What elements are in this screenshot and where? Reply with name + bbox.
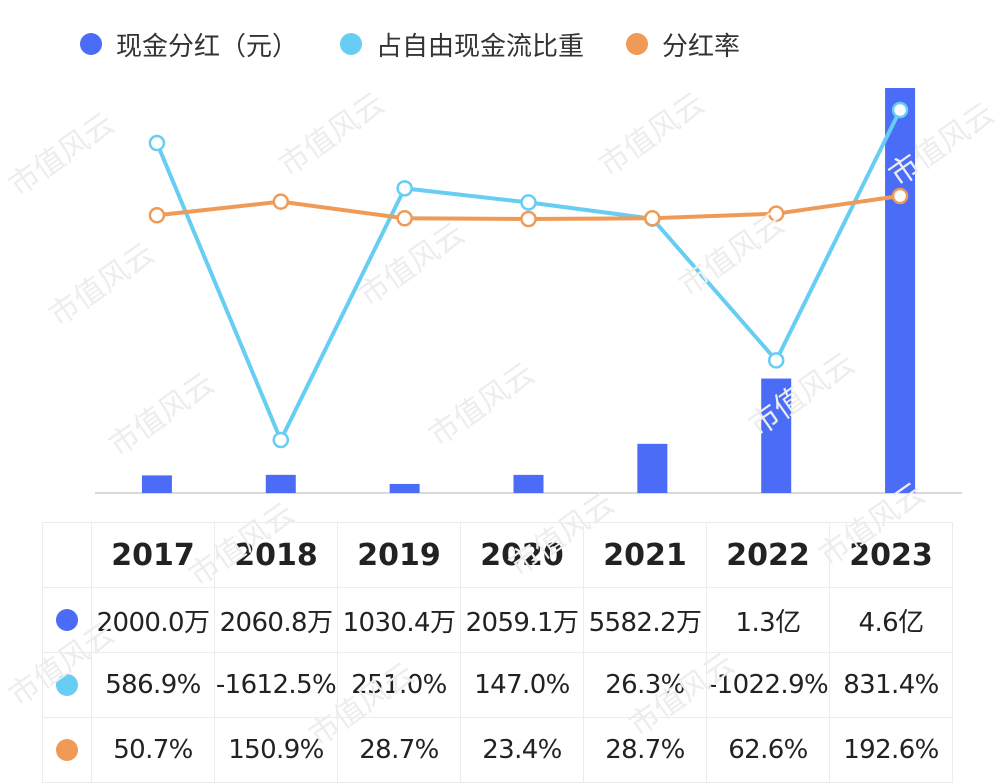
dividend-cell: 2000.0万 [91,587,215,653]
point-payout-ratio [767,205,785,222]
table-row-dividend: 2000.0万 2060.8万 1030.4万 2059.1万 5582.2万 … [42,587,953,653]
bar-dividend [513,474,544,493]
fcf-ratio-cell: 147.0% [460,652,584,718]
point-fcf-ratio [520,194,537,211]
year-header: 2021 [583,522,707,588]
legend-swatch-dividend [80,33,102,55]
row-marker-dividend [56,609,78,631]
payout-ratio-cell: 62.6% [706,717,830,783]
year-header: 2019 [337,522,461,588]
fcf-ratio-cell: -1022.9% [706,652,830,718]
legend-label-fcf-ratio: 占自由现金流比重 [376,31,585,62]
fcf-ratio-cell: 251.0% [337,652,461,718]
point-payout-ratio [396,210,413,227]
payout-ratio-cell: 50.7% [91,717,215,783]
dividend-cell: 2060.8万 [214,587,338,653]
point-payout-ratio [148,207,166,224]
legend-item-dividend: 现金分红（元） [80,26,298,63]
row-marker-cell [42,652,92,718]
bar-dividend [265,474,296,493]
bar-dividend [885,88,916,493]
point-fcf-ratio [891,101,909,119]
legend-label-dividend: 现金分红（元） [116,31,299,62]
legend-label-payout-ratio: 分红率 [662,31,741,62]
payout-ratio-cell: 23.4% [460,717,584,783]
dividend-cell: 5582.2万 [583,587,707,653]
table-corner-cell [42,522,92,588]
dividend-cell: 1.3亿 [706,587,830,653]
point-payout-ratio [891,187,909,205]
payout-ratio-cell: 150.9% [214,717,338,783]
bar-dividend [637,443,668,493]
dividend-cell: 4.6亿 [829,587,953,653]
fcf-ratio-cell: 586.9% [91,652,215,718]
data-table: 2017 2018 2019 2020 2021 2022 2023 2000.… [42,522,953,783]
point-fcf-ratio [396,180,413,197]
row-marker-fcf-ratio [56,674,78,696]
row-marker-cell [42,587,92,653]
table-row-payout-ratio: 50.7% 150.9% 28.7% 23.4% 28.7% 62.6% 192… [42,717,953,783]
point-payout-ratio [644,210,661,227]
table-row-fcf-ratio: 586.9% -1612.5% 251.0% 147.0% 26.3% -102… [42,652,953,718]
year-header: 2018 [214,522,338,588]
fcf-ratio-cell: -1612.5% [214,652,338,718]
legend-swatch-payout-ratio [626,33,649,55]
table-header-row: 2017 2018 2019 2020 2021 2022 2023 [42,522,953,588]
bar-dividend [141,475,172,493]
bar-dividend [761,378,792,493]
legend-item-fcf-ratio: 占自由现金流比重 [340,26,584,63]
payout-ratio-cell: 28.7% [337,717,461,783]
year-header: 2020 [460,522,584,588]
year-header: 2017 [91,522,215,588]
year-header: 2022 [706,522,830,588]
dividend-cell: 1030.4万 [337,587,461,653]
point-fcf-ratio [767,352,785,369]
chart-legend: 现金分红（元） 占自由现金流比重 分红率 [80,26,782,62]
legend-swatch-fcf-ratio [340,33,363,55]
combo-chart [95,88,962,494]
point-fcf-ratio [272,431,290,449]
point-payout-ratio [520,210,537,228]
fcf-ratio-cell: 26.3% [583,652,707,718]
dividend-cell: 2059.1万 [460,587,584,653]
payout-ratio-cell: 28.7% [583,717,707,783]
bar-dividend [389,483,420,493]
payout-ratio-cell: 192.6% [829,717,953,783]
fcf-ratio-cell: 831.4% [829,652,953,718]
row-marker-payout-ratio [56,739,78,761]
point-fcf-ratio [148,134,166,152]
legend-item-payout-ratio: 分红率 [626,26,740,63]
point-payout-ratio [272,193,290,210]
row-marker-cell [42,717,92,783]
year-header: 2023 [829,522,953,588]
